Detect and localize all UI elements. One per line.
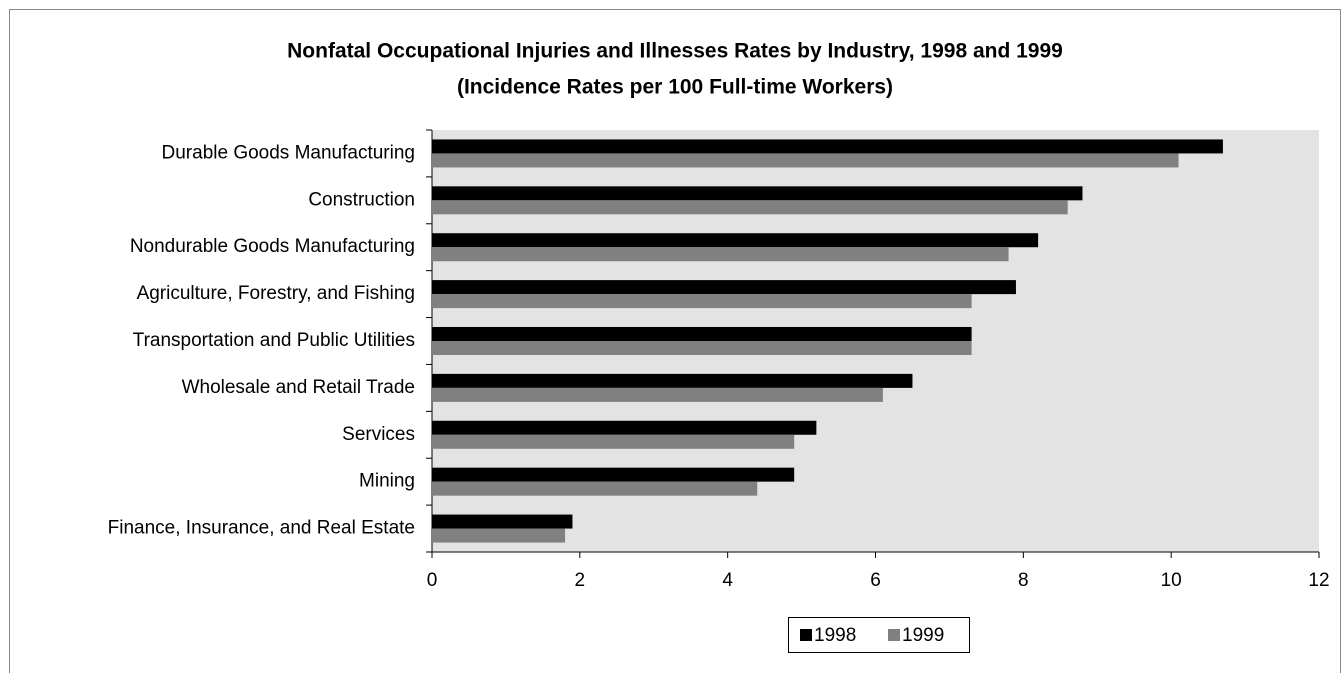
bar: [432, 233, 1039, 248]
bar: [432, 327, 972, 341]
y-tick-label: Transportation and Public Utilities: [133, 330, 415, 351]
bar: [432, 186, 1083, 201]
bar: [432, 280, 1016, 295]
bar: [432, 373, 913, 388]
y-tick-label: Durable Goods Manufacturing: [162, 142, 415, 163]
legend-label: 1998: [814, 625, 856, 646]
x-tick-label: 4: [722, 570, 733, 591]
x-tick-label: 10: [1161, 570, 1182, 591]
y-tick-label: Wholesale and Retail Trade: [182, 377, 415, 398]
y-tick-label: Services: [342, 424, 415, 445]
bar: [432, 341, 972, 355]
bar: [432, 139, 1223, 154]
y-tick-label: Mining: [359, 471, 415, 492]
chart-subtitle: (Incidence Rates per 100 Full-time Worke…: [457, 76, 893, 99]
bar: [432, 387, 883, 402]
legend: [788, 617, 970, 653]
bar: [432, 294, 972, 309]
bar: [432, 467, 795, 482]
y-tick-label: Finance, Insurance, and Real Estate: [108, 518, 415, 539]
bar: [432, 420, 817, 435]
bar: [432, 481, 758, 496]
x-tick-label: 0: [427, 570, 438, 591]
x-tick-label: 12: [1308, 570, 1329, 591]
legend-swatch: [888, 629, 900, 641]
bar: [432, 153, 1179, 168]
legend-label: 1999: [902, 625, 944, 646]
y-tick-label: Construction: [308, 189, 415, 210]
bar: [432, 434, 795, 449]
bar: [432, 528, 566, 543]
x-tick-label: 2: [575, 570, 586, 591]
y-tick-label: Agriculture, Forestry, and Fishing: [137, 283, 415, 304]
bar: [432, 200, 1068, 215]
y-tick-label: Nondurable Goods Manufacturing: [130, 236, 415, 257]
bar: [432, 247, 1009, 262]
x-tick-label: 8: [1018, 570, 1029, 591]
x-tick-label: 6: [870, 570, 881, 591]
bar: [432, 514, 573, 529]
legend-swatch: [800, 629, 812, 641]
chart-title: Nonfatal Occupational Injuries and Illne…: [287, 40, 1063, 63]
